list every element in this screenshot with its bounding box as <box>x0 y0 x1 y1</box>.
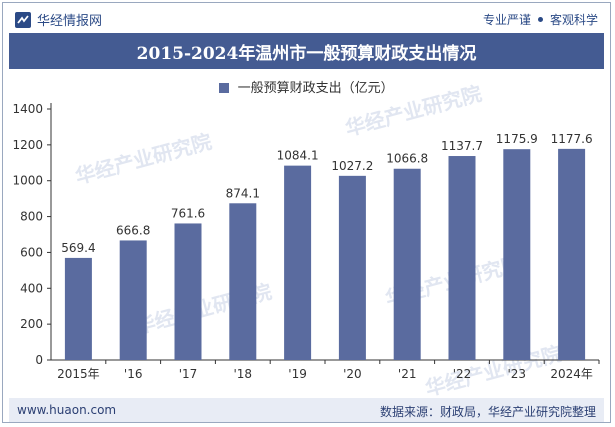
x-tick-label: 2015年 <box>57 367 100 381</box>
bar <box>393 168 421 360</box>
footer-website: www.huaon.com <box>17 403 117 417</box>
x-tick-label: '22 <box>453 367 472 381</box>
legend-label: 一般预算财政支出（亿元） <box>237 81 394 96</box>
x-tick-label: '19 <box>288 367 307 381</box>
x-tick-label: '23 <box>508 367 527 381</box>
slogan: 专业严谨 客观科学 <box>483 11 598 28</box>
y-tick-label: 600 <box>20 245 43 259</box>
x-tick-label: 2024年 <box>550 367 593 381</box>
data-label: 1137.7 <box>441 139 483 153</box>
x-tick-label: '18 <box>234 367 253 381</box>
data-label: 1177.6 <box>551 132 593 146</box>
x-tick-label: '17 <box>179 367 198 381</box>
data-label: 874.1 <box>226 186 260 200</box>
bar <box>558 148 586 360</box>
data-label: 761.6 <box>171 206 205 220</box>
bar-chart: 0 200 400 600 800 1000 1200 1400 569.4 2015年 666.8… <box>12 102 600 381</box>
y-tick-label: 400 <box>20 281 43 295</box>
y-tick-label: 0 <box>35 353 43 367</box>
separator-dot <box>537 17 543 22</box>
bar <box>284 165 312 360</box>
bar <box>338 175 366 360</box>
brand-name: 华经情报网 <box>37 14 103 29</box>
bar <box>64 257 92 360</box>
x-tick-label: '16 <box>124 367 143 381</box>
data-label: 569.4 <box>61 241 95 255</box>
bar <box>503 149 531 360</box>
x-tick-label: '21 <box>398 367 417 381</box>
top-bar: 华经情报网 专业严谨 客观科学 <box>3 3 610 33</box>
data-label: 1066.8 <box>386 152 428 166</box>
bar <box>174 223 202 360</box>
slogan-tag-2: 客观科学 <box>549 13 598 27</box>
bar <box>448 156 476 360</box>
footer-source: 数据来源：财政局，华经产业研究院整理 <box>379 405 596 419</box>
y-tick-label: 800 <box>20 210 43 224</box>
bar <box>119 240 147 360</box>
brand: 华经情报网 <box>15 10 102 29</box>
data-label: 1175.9 <box>496 132 538 146</box>
logo-icon <box>15 11 31 28</box>
chart-frame: 华经情报网 专业严谨 客观科学 2015-2024年温州市一般预算财政支出情况 … <box>2 2 611 423</box>
chart-title: 2015-2024年温州市一般预算财政支出情况 <box>9 33 604 69</box>
y-tick-label: 1400 <box>12 102 43 116</box>
x-tick-label: '20 <box>343 367 362 381</box>
legend-swatch <box>219 83 230 93</box>
data-label: 666.8 <box>116 223 150 237</box>
data-label: 1084.1 <box>277 149 319 163</box>
legend: 一般预算财政支出（亿元） <box>3 77 610 96</box>
y-tick-label: 1000 <box>12 174 43 188</box>
slogan-tag-1: 专业严谨 <box>482 13 531 27</box>
bar <box>229 203 257 360</box>
footer: www.huaon.com 数据来源：财政局，华经产业研究院整理 <box>9 398 604 422</box>
data-label: 1027.2 <box>331 159 373 173</box>
y-tick-label: 200 <box>20 317 43 331</box>
y-tick-label: 1200 <box>12 138 43 152</box>
